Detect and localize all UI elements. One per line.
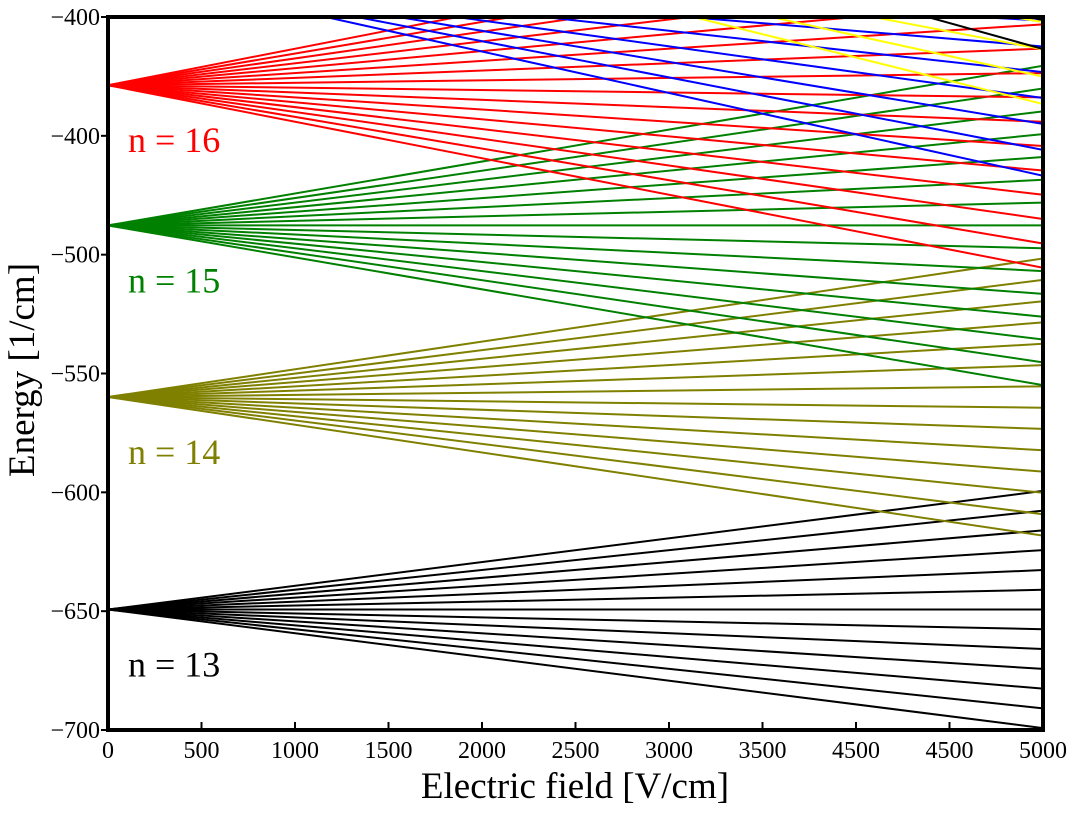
stark-line-n16-5: [108, 84, 1043, 148]
stark-line-n13-0: [108, 608, 1043, 730]
x-axis-ticks: 0 500 1000 1500 2000 2500 3000 3500 4500 4500 5000: [102, 722, 1067, 764]
stark-line-n15-2: [108, 224, 1043, 341]
stark-line-n18-0: [689, 17, 1043, 105]
stark-line-n16-1: [108, 84, 1043, 245]
stark-line-n16-6: [108, 84, 1043, 123]
x-tick-label: 0: [102, 738, 114, 764]
stark-line-n15-8: [108, 201, 1043, 227]
x-tick-label: 2500: [552, 738, 600, 764]
label-n15: n = 15: [128, 260, 220, 300]
stark-line-n14-7: [108, 385, 1043, 399]
x-tick-label: 3000: [645, 738, 693, 764]
stark-line-n15-6: [108, 224, 1043, 250]
stark-line-n18-2: [867, 17, 1043, 51]
stark-line-n15-9: [108, 178, 1043, 227]
stark-line-n15-0: [108, 224, 1043, 387]
stark-line-n15-1: [108, 224, 1043, 364]
stark-line-n17-1: [351, 17, 1043, 151]
y-tick-label: −650: [50, 599, 100, 625]
y-tick-label: −400: [50, 5, 100, 31]
x-tick-label: 2000: [458, 738, 506, 764]
stark-line-n13-9: [108, 549, 1043, 611]
label-n14: n = 14: [128, 432, 220, 472]
stark-line-n14-12: [108, 278, 1043, 399]
stark-line-n16-11: [108, 17, 867, 87]
x-tick-label: 500: [184, 738, 220, 764]
stark-line-n14-3: [108, 396, 1043, 473]
label-n16: n = 16: [128, 120, 220, 160]
stark-line-n14-13: [108, 257, 1043, 399]
stark-line-n14-5: [108, 396, 1043, 430]
stark-line-n15-4: [108, 224, 1043, 295]
x-tick-label: 1500: [365, 738, 413, 764]
stark-line-n16-2: [108, 84, 1043, 221]
x-tick-label: 3500: [739, 738, 787, 764]
stark-line-n13-10: [108, 529, 1043, 611]
stark-line-n16-15: [108, 17, 463, 87]
stark-line-n18-1: [766, 17, 1043, 78]
x-tick-label: 4500: [926, 738, 974, 764]
stark-line-n14-4: [108, 396, 1043, 452]
stark-line-n16-14: [108, 17, 517, 87]
stark-line-n15-11: [108, 133, 1043, 227]
stark-line-n13-1: [108, 608, 1043, 710]
y-axis-ticks: −400 −400 −500 −550 −600 −650 −700: [50, 5, 108, 744]
stark-line-n17-2: [392, 17, 1043, 125]
stark-line-n16-8: [108, 72, 1043, 87]
plot-frame: [106, 15, 1045, 732]
stark-line-n16-12: [108, 17, 699, 87]
y-tick-label: −700: [50, 718, 100, 744]
stark-line-n14-1: [108, 396, 1043, 516]
stark-line-n13-12: [108, 489, 1043, 611]
stark-line-n13-3: [108, 608, 1043, 670]
x-tick-label: 5000: [1019, 738, 1067, 764]
label-n13: n = 13: [128, 645, 220, 685]
stark-line-n16-4: [108, 84, 1043, 172]
stark-line-n13-5: [108, 608, 1043, 631]
stark-line-n17-0: [321, 17, 1043, 177]
y-axis-title: Energy [1/cm]: [2, 263, 43, 477]
x-tick-label: 4500: [832, 738, 880, 764]
stark-line-n15-5: [108, 224, 1043, 273]
stark-line-n14-6: [108, 396, 1043, 409]
stark-line-n15-3: [108, 224, 1043, 318]
stark-line-n17-4: [535, 17, 1043, 74]
y-tick-label: −400: [50, 124, 100, 150]
series-lines: [108, 17, 1043, 730]
y-tick-label: −550: [50, 362, 100, 388]
x-tick-label: 1000: [271, 738, 319, 764]
stark-line-n13-2: [108, 608, 1043, 690]
stark-line-n16-7: [108, 84, 1043, 99]
stark-line-n16-0: [108, 84, 1043, 269]
stark-line-n17-5: [676, 17, 1043, 48]
stark-line-n14-0: [108, 396, 1043, 537]
stark-line-n13-7: [108, 588, 1043, 611]
stark-line-n13-8: [108, 569, 1043, 611]
stark-line-n16-3: [108, 84, 1043, 196]
stark-line-n15-13: [108, 87, 1043, 227]
stark-line-n15-12: [108, 110, 1043, 227]
stark-line-n17-3: [449, 17, 1043, 100]
annotations: n = 16 n = 15 n = 14 n = 13: [128, 120, 220, 684]
stark-line-n14-11: [108, 300, 1043, 399]
x-axis-title: Electric field [V/cm]: [421, 766, 729, 807]
stark-line-n14-8: [108, 364, 1043, 399]
stark-line-n15-14: [108, 64, 1043, 227]
y-tick-label: −500: [50, 243, 100, 269]
stark-line-n14-9: [108, 342, 1043, 399]
y-tick-label: −600: [50, 480, 100, 506]
stark-line-n14-10: [108, 321, 1043, 399]
stark-line-n13-4: [108, 608, 1043, 650]
stark-line-n13-11: [108, 509, 1043, 611]
stark-line-n15-10: [108, 155, 1043, 227]
stark-line-n14-2: [108, 396, 1043, 494]
